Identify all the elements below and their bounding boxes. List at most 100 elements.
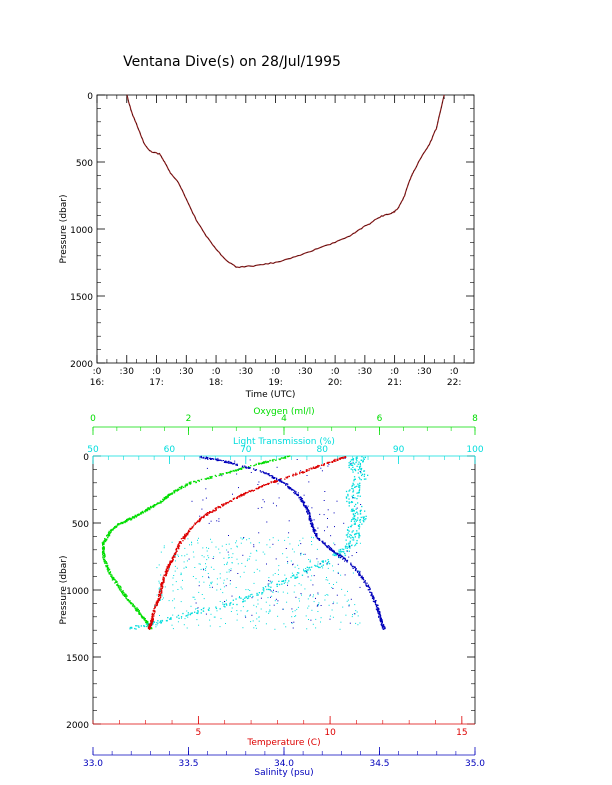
data-point	[123, 590, 124, 591]
data-point	[313, 529, 314, 530]
data-point	[346, 546, 347, 547]
data-point	[298, 545, 299, 546]
data-point	[186, 611, 187, 612]
data-point	[256, 464, 257, 465]
data-point	[104, 561, 105, 562]
data-point	[111, 576, 112, 577]
data-point	[357, 495, 358, 496]
data-point	[364, 511, 365, 512]
data-point	[256, 551, 257, 552]
data-point	[234, 461, 235, 462]
data-point	[317, 564, 318, 565]
data-point	[197, 608, 198, 609]
data-point	[180, 542, 181, 543]
data-point	[143, 625, 144, 626]
data-point	[338, 573, 339, 574]
data-point	[330, 535, 331, 536]
data-point	[104, 559, 105, 560]
data-point	[312, 524, 313, 525]
data-point	[147, 622, 148, 623]
data-point	[284, 583, 285, 584]
data-point	[151, 621, 152, 622]
data-point	[215, 607, 216, 608]
data-point	[333, 602, 334, 603]
data-point	[222, 546, 223, 547]
data-point	[220, 473, 221, 474]
data-point	[256, 488, 257, 489]
data-point	[308, 511, 309, 512]
x-tick-label: 18:	[209, 378, 223, 388]
data-point	[209, 620, 210, 621]
data-point	[340, 458, 341, 459]
data-point	[340, 551, 341, 552]
data-point	[357, 513, 358, 514]
data-point	[264, 462, 265, 463]
data-point	[239, 495, 240, 496]
data-point	[158, 581, 159, 582]
data-point	[244, 572, 245, 573]
data-point	[258, 617, 259, 618]
data-point	[315, 533, 316, 534]
data-point	[161, 582, 162, 583]
data-point	[223, 606, 224, 607]
x-tick-label: 20:	[328, 378, 342, 388]
data-point	[143, 617, 144, 618]
data-point	[218, 518, 219, 519]
data-point	[225, 503, 226, 504]
data-point	[103, 544, 104, 545]
data-point	[354, 613, 355, 614]
data-point	[277, 616, 278, 617]
data-point	[259, 592, 260, 593]
data-point	[252, 597, 253, 598]
data-point	[120, 523, 121, 524]
data-point	[359, 571, 360, 572]
data-point	[295, 597, 296, 598]
data-point	[272, 581, 273, 582]
data-point	[352, 467, 353, 468]
data-point	[358, 492, 359, 493]
data-point	[164, 547, 165, 548]
data-point	[345, 574, 346, 575]
data-point	[273, 478, 274, 479]
data-point	[351, 526, 352, 527]
data-point	[193, 557, 194, 558]
data-point	[355, 536, 356, 537]
data-point	[256, 593, 257, 594]
data-point	[299, 598, 300, 599]
data-point	[327, 580, 328, 581]
data-point	[292, 575, 293, 576]
data-point	[244, 600, 245, 601]
data-point	[268, 589, 269, 590]
data-point	[258, 482, 259, 483]
data-point	[359, 520, 360, 521]
data-point	[277, 600, 278, 601]
data-point	[222, 505, 223, 506]
data-point	[317, 528, 318, 529]
data-point	[345, 615, 346, 616]
data-point	[291, 622, 292, 623]
data-point	[348, 465, 349, 466]
data-point	[192, 501, 193, 502]
y-axis-label: Pressure (dbar)	[59, 195, 69, 264]
data-point	[154, 613, 155, 614]
data-point	[103, 550, 104, 551]
data-point	[254, 572, 255, 573]
data-point	[207, 555, 208, 556]
data-point	[104, 555, 105, 556]
data-point	[243, 537, 244, 538]
data-point	[194, 597, 195, 598]
data-point	[220, 589, 221, 590]
data-point	[301, 595, 302, 596]
data-point	[153, 619, 154, 620]
data-point	[222, 592, 223, 593]
data-point	[142, 511, 143, 512]
data-point	[354, 523, 355, 524]
data-point	[107, 568, 108, 569]
data-point	[297, 572, 298, 573]
data-point	[241, 468, 242, 469]
data-point	[344, 595, 345, 596]
data-point	[354, 476, 355, 477]
data-point	[317, 549, 318, 550]
data-point	[270, 597, 271, 598]
data-point	[121, 591, 122, 592]
